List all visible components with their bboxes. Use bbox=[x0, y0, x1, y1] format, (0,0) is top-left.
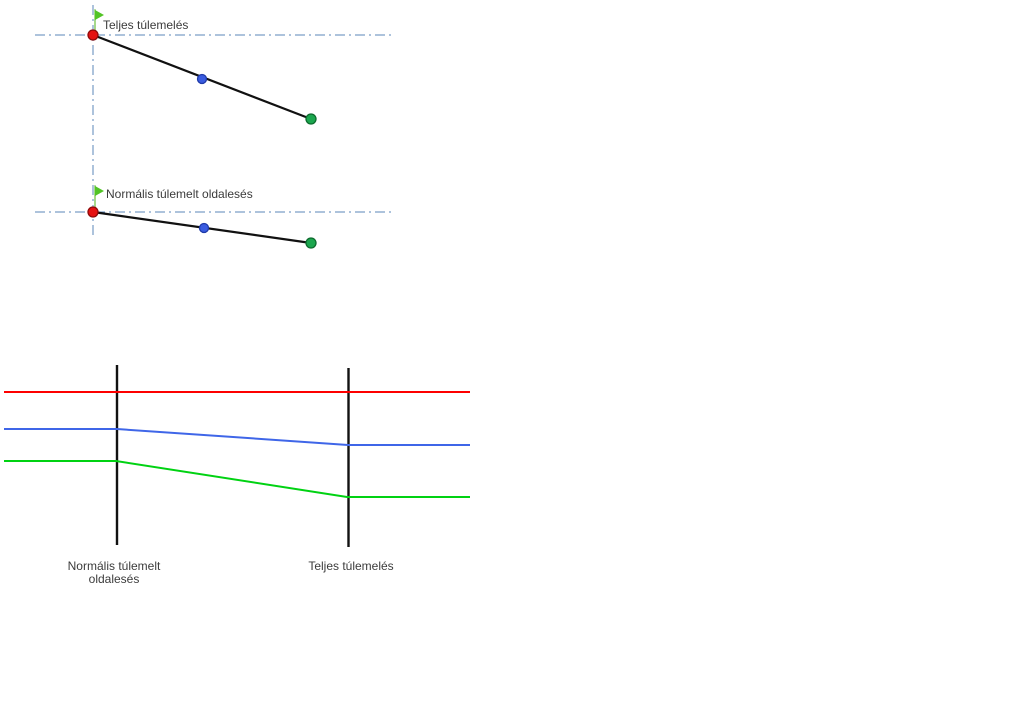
grade-line-blue-mid-lane bbox=[4, 428, 470, 446]
station-label-full-superelevation: Teljes túlemelés bbox=[308, 559, 393, 573]
profile-full-superelevation: Teljes túlemelés bbox=[35, 9, 392, 125]
station-label-normal-crossfall-line2: oldalesés bbox=[89, 572, 140, 586]
profile-normal-crossfall: Normális túlemelt oldalesés bbox=[35, 185, 392, 249]
flag-marker-icon bbox=[94, 9, 104, 34]
mid-lane-point-blue[interactable] bbox=[196, 73, 208, 85]
transition-graph: Normális túlemelt oldalesés Teljes túlem… bbox=[4, 365, 470, 586]
edge-point-green[interactable] bbox=[305, 113, 317, 125]
grade-line-green-edge bbox=[4, 460, 470, 498]
flag-pennant-icon bbox=[95, 10, 104, 20]
profile-label-normal-crossfall: Normális túlemelt oldalesés bbox=[106, 187, 253, 201]
flag-pennant-icon bbox=[95, 186, 104, 196]
profile-label-full-superelevation: Teljes túlemelés bbox=[103, 18, 188, 32]
flag-marker-icon bbox=[94, 185, 104, 211]
mid-lane-point-blue[interactable] bbox=[198, 222, 210, 234]
edge-point-green[interactable] bbox=[305, 237, 317, 249]
centerline-point-red[interactable] bbox=[87, 206, 99, 218]
centerline-point-red[interactable] bbox=[87, 29, 99, 41]
station-label-normal-crossfall-line1: Normális túlemelt bbox=[68, 559, 161, 573]
